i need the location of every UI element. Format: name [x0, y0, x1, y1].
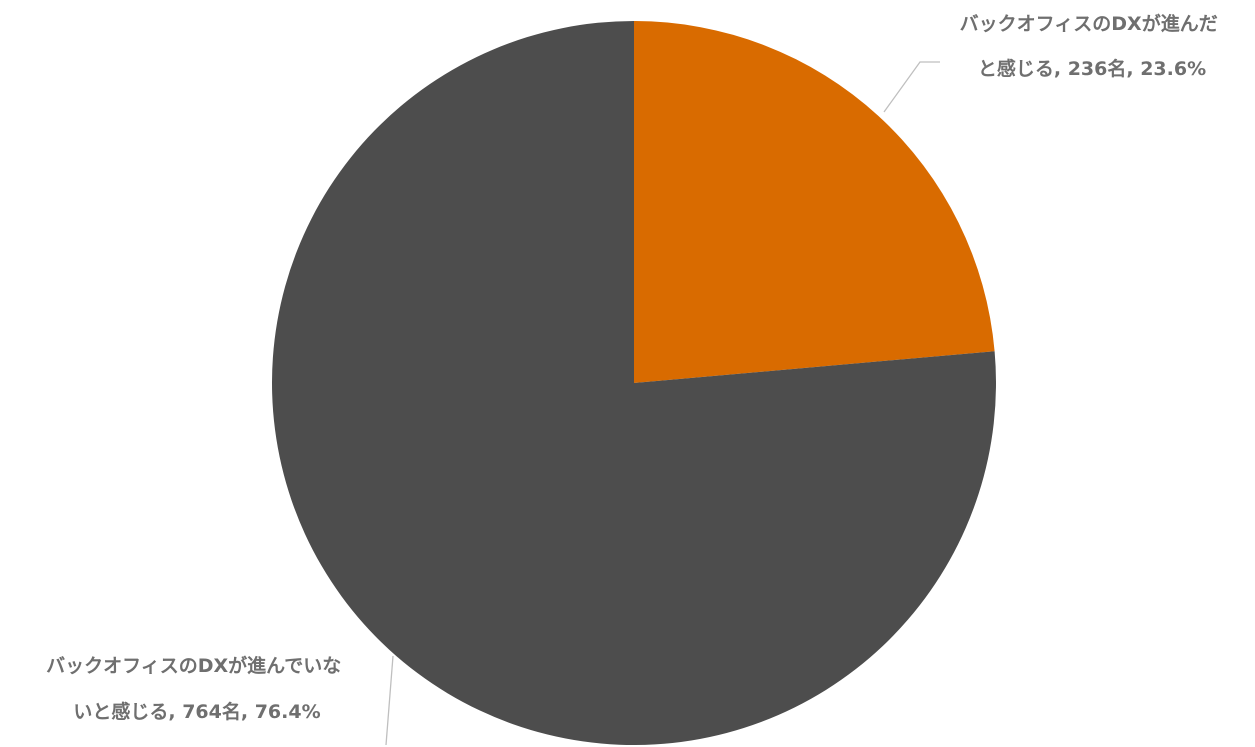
pie-slices	[271, 21, 996, 745]
data-label-dx-advanced: バックオフィスのDXが進んだ と感じる, 236名, 23.6%	[960, 12, 1225, 80]
pie-slice-dx-advanced	[634, 21, 995, 383]
leader-lines	[385, 61, 940, 746]
data-label-dx-not-advanced-line-2: いと感じる, 764名, 76.4%	[73, 700, 320, 723]
leader-line-dx-not-advanced	[385, 655, 394, 746]
data-label-dx-not-advanced-line-1: バックオフィスのDXが進んでいな	[46, 654, 341, 677]
data-label-dx-advanced-line-2: と感じる, 236名, 23.6%	[978, 57, 1206, 80]
data-label-dx-not-advanced: バックオフィスのDXが進んでいな いと感じる, 764名, 76.4%	[46, 654, 348, 723]
pie-slice-dx-not-advanced	[271, 21, 996, 745]
leader-line-dx-advanced	[883, 61, 940, 113]
data-label-dx-advanced-line-1: バックオフィスのDXが進んだ	[960, 12, 1218, 35]
